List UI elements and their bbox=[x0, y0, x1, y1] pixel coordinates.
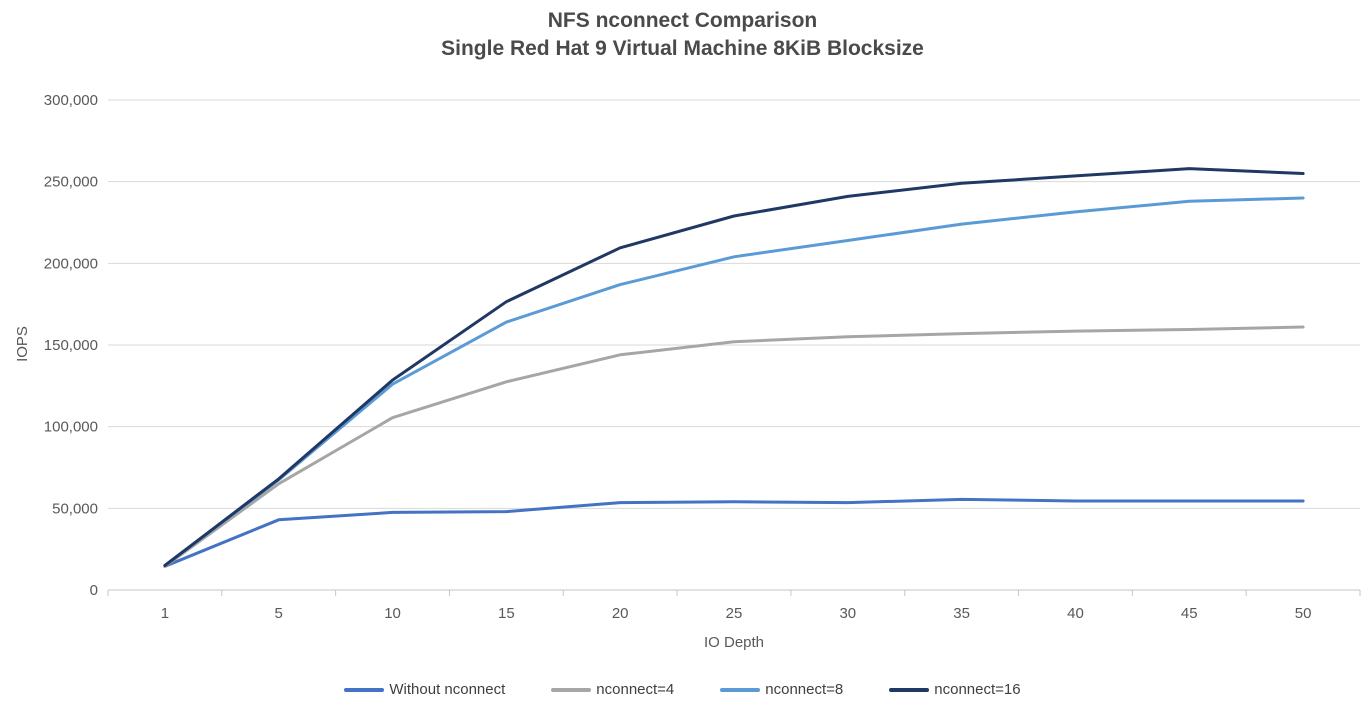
legend-swatch-nconnect-16 bbox=[889, 687, 930, 692]
series-line-nconnect-4 bbox=[163, 325, 1305, 568]
x-tick-label: 25 bbox=[726, 605, 743, 622]
y-tick-label: 300,000 bbox=[44, 92, 98, 109]
y-tick-label: 50,000 bbox=[52, 500, 98, 517]
legend-label-nconnect-4: nconnect=4 bbox=[596, 681, 675, 698]
legend-item-without-nconnect: Without nconnect bbox=[344, 681, 505, 698]
series-line-without-nconnect bbox=[163, 497, 1305, 568]
chart-plot-area: 0 50,000 100,000 150,000 200,000 250,000 300,0… bbox=[44, 92, 1361, 622]
x-tick-label: 20 bbox=[612, 605, 629, 622]
legend-item-nconnect-4: nconnect=4 bbox=[551, 681, 674, 698]
legend-label-without-nconnect: Without nconnect bbox=[389, 681, 506, 698]
chart-subtitle: Single Red Hat 9 Virtual Machine 8KiB Bl… bbox=[441, 37, 924, 60]
x-tick-label: 30 bbox=[839, 605, 856, 622]
legend-label-nconnect-8: nconnect=8 bbox=[765, 681, 844, 698]
chart-title: NFS nconnect Comparison bbox=[547, 9, 818, 32]
y-tick-label: 150,000 bbox=[44, 337, 98, 354]
x-tick-label: 15 bbox=[498, 605, 515, 622]
chart-title-block: NFS nconnect Comparison Single Red Hat 9… bbox=[0, 7, 1365, 63]
legend-swatch-without-nconnect bbox=[344, 687, 385, 692]
legend: Without nconnect nconnect=4 nconnect=8 ncon… bbox=[0, 681, 1365, 698]
legend-swatch-nconnect-8 bbox=[720, 687, 761, 692]
x-tick-label: 40 bbox=[1067, 605, 1084, 622]
x-tick-label: 50 bbox=[1295, 605, 1312, 622]
series-line-nconnect-8 bbox=[163, 196, 1305, 567]
x-tick-label: 35 bbox=[953, 605, 970, 622]
series-line-nconnect-16 bbox=[163, 167, 1305, 567]
legend-item-nconnect-16: nconnect=16 bbox=[889, 681, 1021, 698]
y-tick-label: 0 bbox=[90, 582, 98, 599]
y-axis-title: IOPS bbox=[14, 326, 31, 362]
x-axis-title: IO Depth bbox=[703, 634, 765, 651]
y-tick-label: 250,000 bbox=[44, 174, 98, 191]
y-tick-label: 200,000 bbox=[44, 255, 98, 272]
legend-swatch-nconnect-4 bbox=[551, 687, 592, 692]
x-tick-label: 5 bbox=[275, 605, 283, 622]
legend-label-nconnect-16: nconnect=16 bbox=[934, 681, 1021, 698]
x-tick-label: 1 bbox=[161, 605, 169, 622]
legend-item-nconnect-8: nconnect=8 bbox=[720, 681, 843, 698]
x-tick-label: 45 bbox=[1181, 605, 1198, 622]
x-tick-label: 10 bbox=[384, 605, 401, 622]
y-tick-label: 100,000 bbox=[44, 419, 98, 436]
